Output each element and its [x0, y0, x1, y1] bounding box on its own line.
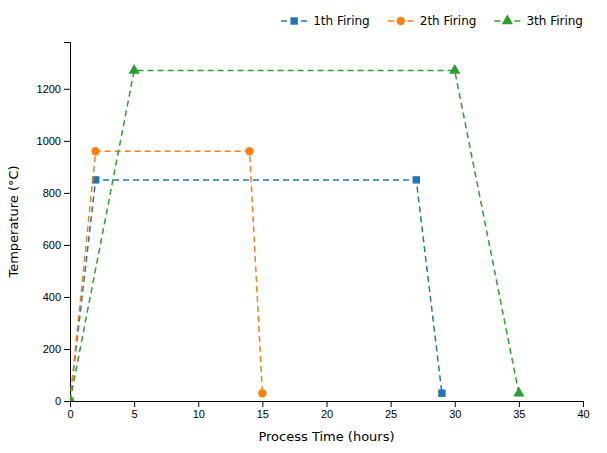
tick-label: 0 [67, 408, 73, 420]
line [70, 180, 442, 401]
tick: 20 [321, 401, 333, 420]
y-axis-title: Temperature (°C) [6, 165, 21, 278]
legend-label: 3th Firing [526, 14, 583, 28]
tick-mark [64, 89, 70, 90]
legend-symbol [290, 17, 297, 24]
tick-mark [519, 401, 520, 407]
chart: 0510152025303540020040060080010001200Pro… [0, 0, 607, 453]
point [449, 64, 460, 74]
tick-mark [64, 245, 70, 246]
point [245, 147, 253, 155]
tick-label: 1000 [37, 135, 61, 147]
legend-symbol [397, 17, 405, 25]
tick: 0 [55, 395, 70, 407]
tick: 5 [132, 401, 138, 420]
tick: 200 [43, 343, 70, 355]
point [413, 176, 420, 183]
line [70, 151, 262, 401]
tick-mark [583, 401, 584, 407]
tick-mark [64, 401, 70, 402]
tick-mark [391, 401, 392, 407]
point [513, 387, 524, 397]
legend: 1th Firing 2th Firing 3th Firing [281, 14, 583, 28]
tick: 10 [193, 401, 205, 420]
tick: 400 [43, 291, 70, 303]
tick-mark [64, 193, 70, 194]
tick: 800 [43, 187, 70, 199]
tick: 30 [449, 401, 461, 420]
tick-mark [455, 401, 456, 407]
tick-mark [64, 349, 70, 350]
point [438, 389, 445, 396]
tick-label: 25 [385, 408, 397, 420]
point [258, 389, 266, 397]
axis-line [64, 43, 71, 402]
tick-label: 400 [43, 291, 61, 303]
tick-label: 600 [43, 239, 61, 251]
x-axis: 0 5 10 15 20 25 30 35 40 [67, 401, 589, 420]
tick: 1000 [37, 135, 70, 147]
tick-label: 20 [321, 408, 333, 420]
tick-mark [327, 401, 328, 407]
tick: 25 [385, 401, 397, 420]
tick-label: 800 [43, 187, 61, 199]
tick-label: 30 [449, 408, 461, 420]
tick: 40 [577, 401, 589, 420]
point [91, 147, 99, 155]
legend-symbol [502, 14, 513, 24]
tick-label: 0 [55, 395, 61, 407]
legend-label: 1th Firing [313, 14, 370, 28]
legend-label: 2th Firing [420, 14, 477, 28]
legend-item: 1th Firing [281, 14, 370, 28]
tick: 0 [67, 401, 73, 420]
y-axis: 0 200 400 600 800 1000 1200 [37, 43, 71, 408]
marks [70, 64, 525, 401]
plot: 0510152025303540020040060080010001200 [37, 43, 590, 420]
legend-item: 3th Firing [494, 14, 583, 28]
tick-label: 15 [257, 408, 269, 420]
tick: 15 [257, 401, 269, 420]
tick-mark [198, 401, 199, 407]
tick-mark [134, 401, 135, 407]
x-axis-title: Process Time (hours) [258, 429, 394, 444]
tick-mark [262, 401, 263, 407]
tick-label: 1200 [37, 83, 61, 95]
legend-item: 2th Firing [388, 14, 477, 28]
tick-label: 200 [43, 343, 61, 355]
tick: 1200 [37, 83, 70, 95]
tick-label: 40 [577, 408, 589, 420]
axis-line [71, 402, 584, 408]
tick-label: 35 [513, 408, 525, 420]
point [70, 394, 76, 401]
tick: 600 [43, 239, 70, 251]
tick-label: 10 [193, 408, 205, 420]
point [128, 64, 139, 74]
line [70, 71, 519, 401]
tick: 35 [513, 401, 525, 420]
tick-mark [64, 141, 70, 142]
tick-label: 5 [132, 408, 138, 420]
tick-mark [64, 297, 70, 298]
